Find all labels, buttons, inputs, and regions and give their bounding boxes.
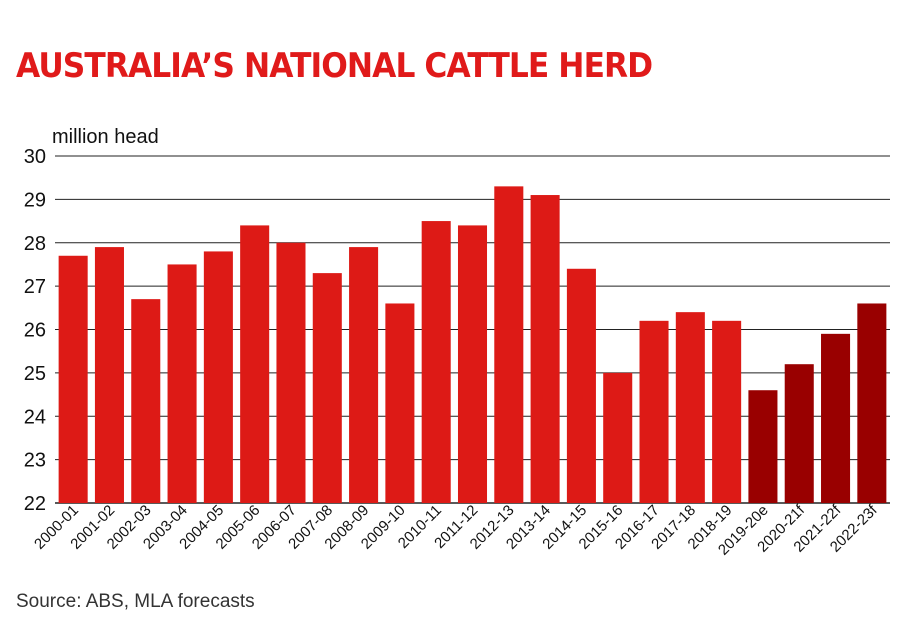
bar (639, 320, 669, 503)
y-tick-label: 30 (24, 146, 46, 168)
bar (457, 225, 488, 503)
bar (857, 303, 887, 503)
bar (94, 247, 124, 503)
y-tick-label: 28 (24, 233, 46, 255)
bar (603, 372, 633, 503)
bar (312, 273, 342, 503)
bar (349, 247, 379, 503)
y-tick-label: 24 (24, 406, 46, 428)
bar (240, 225, 270, 503)
y-tick-label: 27 (24, 276, 46, 298)
y-tick-label: 25 (24, 363, 46, 385)
bar (494, 186, 524, 504)
bar (58, 255, 88, 503)
y-tick-label: 29 (24, 189, 46, 211)
bar (167, 264, 197, 503)
bars (58, 186, 887, 504)
bar (530, 195, 560, 503)
bar (203, 251, 233, 503)
bar (784, 364, 814, 503)
bar (712, 320, 742, 503)
bar (385, 303, 415, 503)
bar (675, 312, 705, 503)
bar (421, 221, 451, 503)
chart-title: AUSTRALIA’S NATIONAL CATTLE HERD (16, 46, 653, 86)
bar (131, 299, 161, 503)
bar (276, 242, 306, 503)
source-note: Source: ABS, MLA forecasts (16, 591, 255, 612)
y-axis-label: million head (52, 126, 159, 148)
bar (748, 390, 778, 503)
y-tick-label: 26 (24, 320, 46, 342)
bar (821, 333, 851, 503)
bar (566, 268, 596, 503)
y-tick-label: 23 (24, 450, 46, 472)
y-tick-label: 22 (24, 493, 46, 515)
